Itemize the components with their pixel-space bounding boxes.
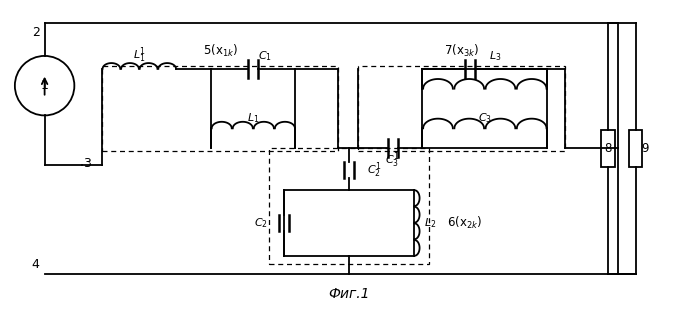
Text: $L_2$: $L_2$: [424, 216, 437, 230]
Text: 1: 1: [40, 79, 49, 92]
Bar: [629, 130, 642, 167]
Text: $L_3$: $L_3$: [489, 49, 501, 63]
Text: 2: 2: [31, 26, 40, 39]
Text: $C_2$: $C_2$: [254, 216, 268, 230]
Text: 4: 4: [31, 258, 40, 271]
Bar: [358, 66, 565, 151]
Text: $C_2^1$: $C_2^1$: [367, 160, 382, 180]
Bar: [601, 130, 615, 167]
Text: $C_3$: $C_3$: [478, 112, 492, 125]
Text: $L_1^1$: $L_1^1$: [133, 45, 146, 65]
Text: 7(x$_{3k}$): 7(x$_{3k}$): [444, 43, 479, 59]
Text: 8: 8: [604, 142, 611, 155]
Text: 6(x$_{2k}$): 6(x$_{2k}$): [447, 215, 482, 231]
Text: $L_1$: $L_1$: [247, 112, 260, 125]
Text: $C_1$: $C_1$: [258, 49, 272, 63]
Text: $C_3^1$: $C_3^1$: [385, 150, 400, 170]
Text: 3: 3: [83, 157, 91, 169]
Text: 9: 9: [641, 142, 649, 155]
Text: Фиг.1: Фиг.1: [328, 287, 370, 301]
Bar: [102, 66, 338, 151]
Text: 5(x$_{1k}$): 5(x$_{1k}$): [202, 43, 237, 59]
Bar: [269, 148, 429, 264]
